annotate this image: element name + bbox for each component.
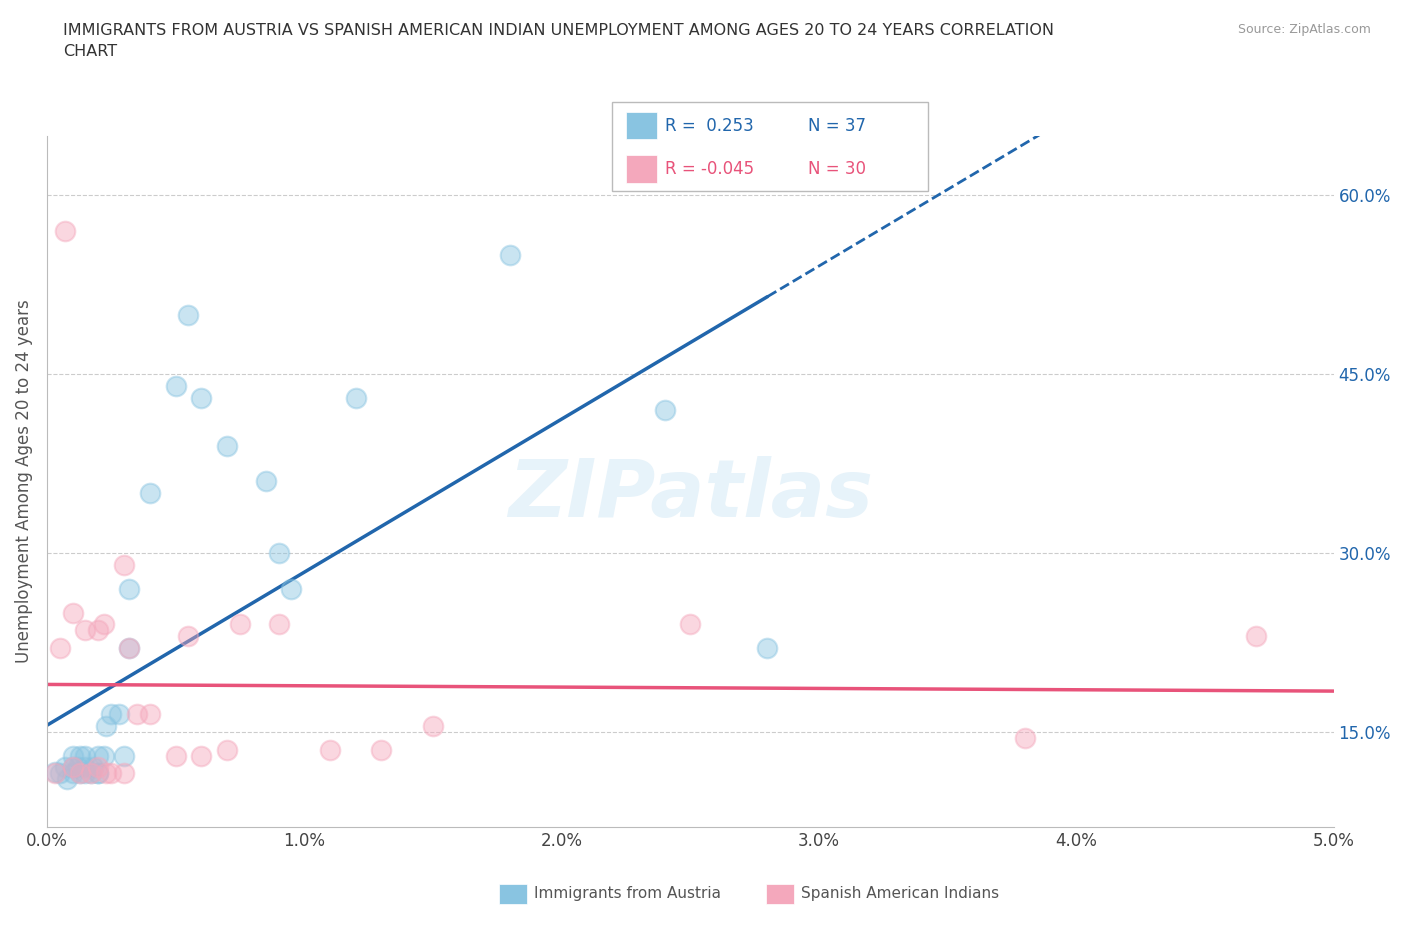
Point: [87, 760, 110, 775]
Point: [87, 623, 110, 638]
Point: [75, 766, 97, 781]
Point: [79, 766, 101, 781]
Point: [118, 641, 141, 656]
Point: [87, 748, 110, 763]
Point: [62, 760, 84, 775]
Point: [319, 742, 342, 757]
Point: [93, 617, 115, 631]
Text: ZIPatlas: ZIPatlas: [508, 457, 873, 535]
Point: [75, 623, 97, 638]
Point: [344, 391, 367, 405]
Point: [75, 760, 97, 775]
Point: [53, 224, 76, 239]
Point: [112, 557, 135, 572]
Point: [756, 641, 779, 656]
Point: [422, 718, 444, 733]
Point: [267, 546, 290, 561]
Point: [69, 748, 91, 763]
Point: [62, 605, 84, 620]
Point: [112, 748, 135, 763]
Point: [82, 760, 104, 775]
Point: [190, 391, 212, 405]
Point: [49, 766, 72, 781]
Point: [49, 641, 72, 656]
Point: [280, 581, 302, 596]
Point: [100, 766, 122, 781]
Point: [165, 748, 187, 763]
Point: [87, 766, 110, 781]
Point: [215, 438, 238, 453]
Point: [125, 707, 148, 722]
Point: [679, 617, 702, 631]
Text: Immigrants from Austria: Immigrants from Austria: [534, 886, 721, 901]
Point: [177, 307, 200, 322]
Point: [1014, 730, 1036, 745]
Point: [654, 403, 676, 418]
Point: [118, 581, 141, 596]
Point: [53, 760, 76, 775]
Point: [62, 748, 84, 763]
Text: Source: ZipAtlas.com: Source: ZipAtlas.com: [1237, 23, 1371, 36]
Point: [62, 766, 84, 781]
Text: R = -0.045: R = -0.045: [665, 160, 754, 179]
Point: [139, 486, 162, 501]
Point: [254, 474, 277, 489]
Point: [69, 766, 91, 781]
Point: [139, 707, 162, 722]
Text: Spanish American Indians: Spanish American Indians: [801, 886, 1000, 901]
Point: [75, 748, 97, 763]
Point: [1246, 629, 1268, 644]
Point: [190, 748, 212, 763]
Point: [69, 766, 91, 781]
Point: [93, 748, 115, 763]
Point: [118, 641, 141, 656]
Point: [165, 379, 187, 393]
Point: [215, 742, 238, 757]
Point: [79, 766, 101, 781]
Point: [44, 764, 66, 779]
Point: [100, 707, 122, 722]
Point: [177, 629, 200, 644]
Text: N = 30: N = 30: [808, 160, 866, 179]
Text: N = 37: N = 37: [808, 116, 866, 135]
Text: R =  0.253: R = 0.253: [665, 116, 754, 135]
Point: [112, 766, 135, 781]
Point: [267, 617, 290, 631]
Point: [94, 766, 117, 781]
Point: [94, 718, 117, 733]
Y-axis label: Unemployment Among Ages 20 to 24 years: Unemployment Among Ages 20 to 24 years: [15, 299, 32, 663]
Point: [62, 760, 84, 775]
Point: [499, 247, 522, 262]
Point: [108, 707, 131, 722]
Point: [87, 766, 110, 781]
Point: [370, 742, 392, 757]
Point: [56, 772, 79, 787]
Text: IMMIGRANTS FROM AUSTRIA VS SPANISH AMERICAN INDIAN UNEMPLOYMENT AMONG AGES 20 TO: IMMIGRANTS FROM AUSTRIA VS SPANISH AMERI…: [63, 23, 1054, 60]
Point: [44, 766, 66, 781]
Point: [66, 760, 89, 775]
Point: [229, 617, 252, 631]
